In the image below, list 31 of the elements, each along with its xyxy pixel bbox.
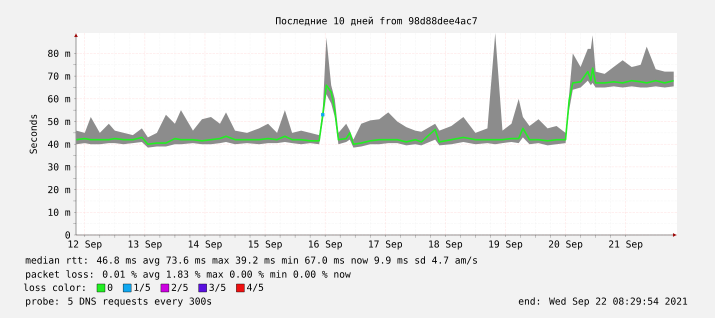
- y-tick-label: 20 m: [48, 186, 70, 194]
- x-tick-label: 12 Sep: [68, 240, 102, 250]
- y-tick-label: 10 m: [48, 208, 70, 216]
- y-tick-label: 60 m: [48, 95, 70, 102]
- legend-label: 0: [108, 284, 112, 291]
- x-tick-label: 19 Sep: [489, 240, 522, 250]
- y-axis-title: Seconds: [29, 114, 37, 154]
- x-tick-label: 21 Sep: [609, 240, 642, 250]
- y-tick-label: 30 m: [48, 163, 70, 171]
- y-tick-label: 0: [65, 231, 70, 239]
- text: probe: 5 DNS requests every 300s: [26, 297, 212, 307]
- legend-label: 1/5: [134, 284, 150, 292]
- y-tick-label: 40 m: [48, 140, 70, 148]
- x-tick-label: 14 Sep: [188, 240, 222, 250]
- text: end: Wed Sep 22 08:29:54 2021: [518, 297, 688, 307]
- x-tick-label: 16 Sep: [308, 240, 342, 250]
- legend-title: loss color:: [24, 284, 84, 292]
- legend-label: 3/5: [209, 284, 226, 292]
- x-tick-label: 15 Sep: [248, 240, 282, 250]
- x-tick-label: 18 Sep: [429, 240, 462, 250]
- y-tick-label: 70 m: [48, 72, 70, 80]
- text: median rtt: 46.8 ms avg 73.6 ms max 39.2 ms min 67.0 ms now 9.9 ms sd 4.7 am/s: [26, 256, 477, 266]
- legend-label: 2/5: [172, 284, 188, 292]
- y-tick-label: 50 m: [48, 118, 70, 126]
- y-tick-label: 80 m: [48, 50, 70, 58]
- x-tick-label: 13 Sep: [128, 240, 162, 250]
- text: packet loss: 0.01 % avg 1.83 % max 0.00 % min 0.00 % now: [26, 270, 351, 280]
- legend-label: 4/5: [247, 284, 264, 292]
- x-tick-label: 17 Sep: [369, 240, 402, 250]
- x-tick-label: 20 Sep: [548, 240, 582, 250]
- chart-title: Последние 10 дней from 98d88dee4ac7: [276, 16, 477, 26]
